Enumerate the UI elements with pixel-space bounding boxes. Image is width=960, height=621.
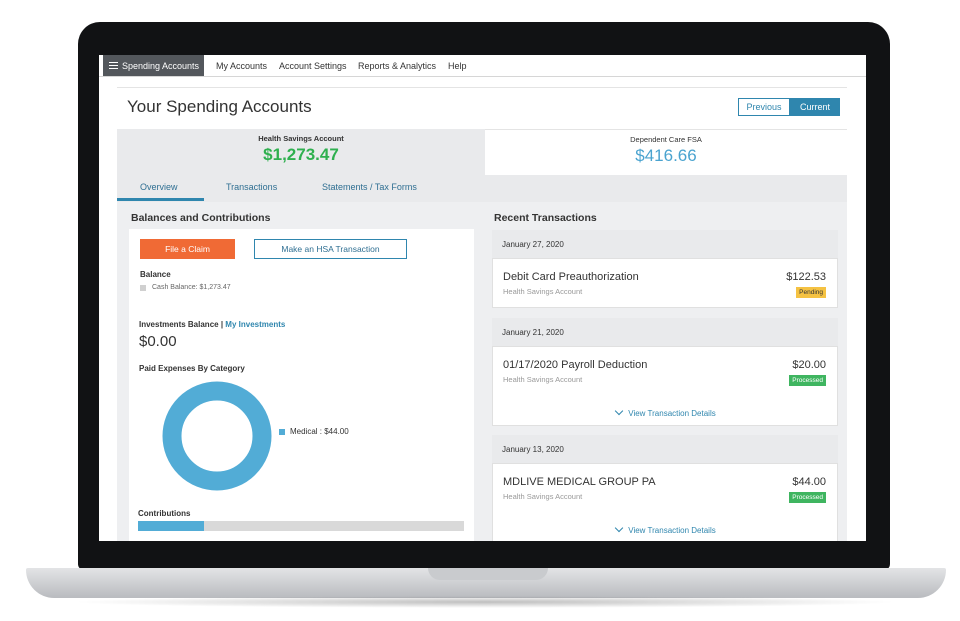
transaction-amount: $44.00 — [792, 476, 826, 488]
dependent-care-summary[interactable]: Dependent Care FSA $416.66 — [485, 129, 847, 175]
investments-balance: $0.00 — [139, 333, 177, 350]
nav-reports-analytics[interactable]: Reports & Analytics — [358, 61, 437, 71]
transaction-card[interactable]: Debit Card Preauthorization Health Savin… — [492, 258, 838, 308]
transaction-date: January 13, 2020 — [492, 435, 838, 463]
transaction-amount: $122.53 — [786, 271, 826, 283]
investments-balance-label: Investments Balance | My Investments — [139, 320, 285, 329]
contributions-label: Contributions — [138, 509, 191, 518]
tab-transactions[interactable]: Transactions — [226, 182, 278, 192]
laptop-notch — [428, 568, 548, 580]
nav-spending-accounts[interactable]: Spending Accounts — [103, 55, 204, 76]
chevron-down-icon — [615, 523, 624, 533]
nav-spending-accounts-label: Spending Accounts — [122, 60, 200, 71]
contributions-bar-fill — [138, 521, 204, 531]
paid-expenses-label: Paid Expenses By Category — [139, 364, 245, 373]
legend-medical: Medical : $44.00 — [290, 427, 349, 436]
status-badge: Processed — [789, 375, 826, 386]
status-badge: Pending — [796, 287, 826, 298]
my-investments-link[interactable]: My Investments — [225, 320, 286, 329]
balance-label: Balance — [140, 270, 171, 279]
transaction-account: Health Savings Account — [503, 287, 583, 296]
top-nav: Spending Accounts My Accounts Account Se… — [99, 55, 866, 77]
cash-balance-text: Cash Balance: $1,273.47 — [152, 284, 231, 291]
tab-overview[interactable]: Overview — [140, 182, 178, 192]
nav-my-accounts[interactable]: My Accounts — [216, 61, 268, 71]
contributions-bar — [138, 521, 464, 531]
expenses-donut-chart — [162, 381, 272, 491]
view-details-link[interactable]: View Transaction Details — [493, 523, 839, 535]
cash-balance: Cash Balance: $1,273.47 — [140, 284, 231, 291]
tab-statements[interactable]: Statements / Tax Forms — [322, 182, 417, 192]
nav-account-settings[interactable]: Account Settings — [279, 61, 347, 71]
recent-transactions-title: Recent Transactions — [494, 212, 597, 224]
nav-help[interactable]: Help — [448, 61, 467, 71]
transaction-name: 01/17/2020 Payroll Deduction — [503, 359, 648, 371]
transaction-name: MDLIVE MEDICAL GROUP PA — [503, 476, 656, 488]
transaction-date: January 21, 2020 — [492, 318, 838, 346]
status-badge: Processed — [789, 492, 826, 503]
hsa-summary[interactable]: Health Savings Account $1,273.47 — [117, 129, 485, 175]
chevron-down-icon — [615, 406, 624, 416]
transaction-account: Health Savings Account — [503, 492, 583, 501]
dependent-care-label: Dependent Care FSA — [630, 135, 702, 144]
dependent-care-balance: $416.66 — [635, 146, 697, 165]
file-claim-button[interactable]: File a Claim — [140, 239, 235, 259]
hsa-label: Health Savings Account — [258, 134, 344, 143]
cash-swatch — [140, 284, 146, 291]
legend-swatch-medical — [279, 428, 285, 435]
current-button[interactable]: Current — [790, 98, 840, 116]
transaction-amount: $20.00 — [792, 359, 826, 371]
investments-label-text: Investments Balance | — [139, 320, 224, 329]
chart-legend: Medical : $44.00 — [279, 427, 349, 436]
title-area: Your Spending Accounts Previous Current — [117, 87, 847, 130]
donut-slice-medical — [162, 381, 272, 491]
balances-card — [129, 229, 474, 541]
screen: Spending Accounts My Accounts Account Se… — [99, 55, 866, 541]
hsa-balance: $1,273.47 — [263, 145, 339, 164]
view-details-link[interactable]: View Transaction Details — [493, 406, 839, 418]
laptop-shadow — [70, 596, 900, 608]
transaction-card[interactable]: 01/17/2020 Payroll Deduction Health Savi… — [492, 346, 838, 426]
hamburger-icon — [109, 62, 118, 69]
make-hsa-transaction-button[interactable]: Make an HSA Transaction — [254, 239, 407, 259]
balances-title: Balances and Contributions — [131, 212, 271, 224]
transaction-card[interactable]: MDLIVE MEDICAL GROUP PA Health Savings A… — [492, 463, 838, 541]
tab-bar: Overview Transactions Statements / Tax F… — [117, 175, 847, 202]
transaction-account: Health Savings Account — [503, 375, 583, 384]
previous-button[interactable]: Previous — [738, 98, 790, 116]
view-details-label: View Transaction Details — [628, 526, 716, 535]
page-title: Your Spending Accounts — [127, 97, 312, 116]
transaction-name: Debit Card Preauthorization — [503, 271, 639, 283]
view-details-label: View Transaction Details — [628, 409, 716, 418]
active-tab-indicator — [117, 198, 204, 201]
transaction-date: January 27, 2020 — [492, 230, 838, 258]
